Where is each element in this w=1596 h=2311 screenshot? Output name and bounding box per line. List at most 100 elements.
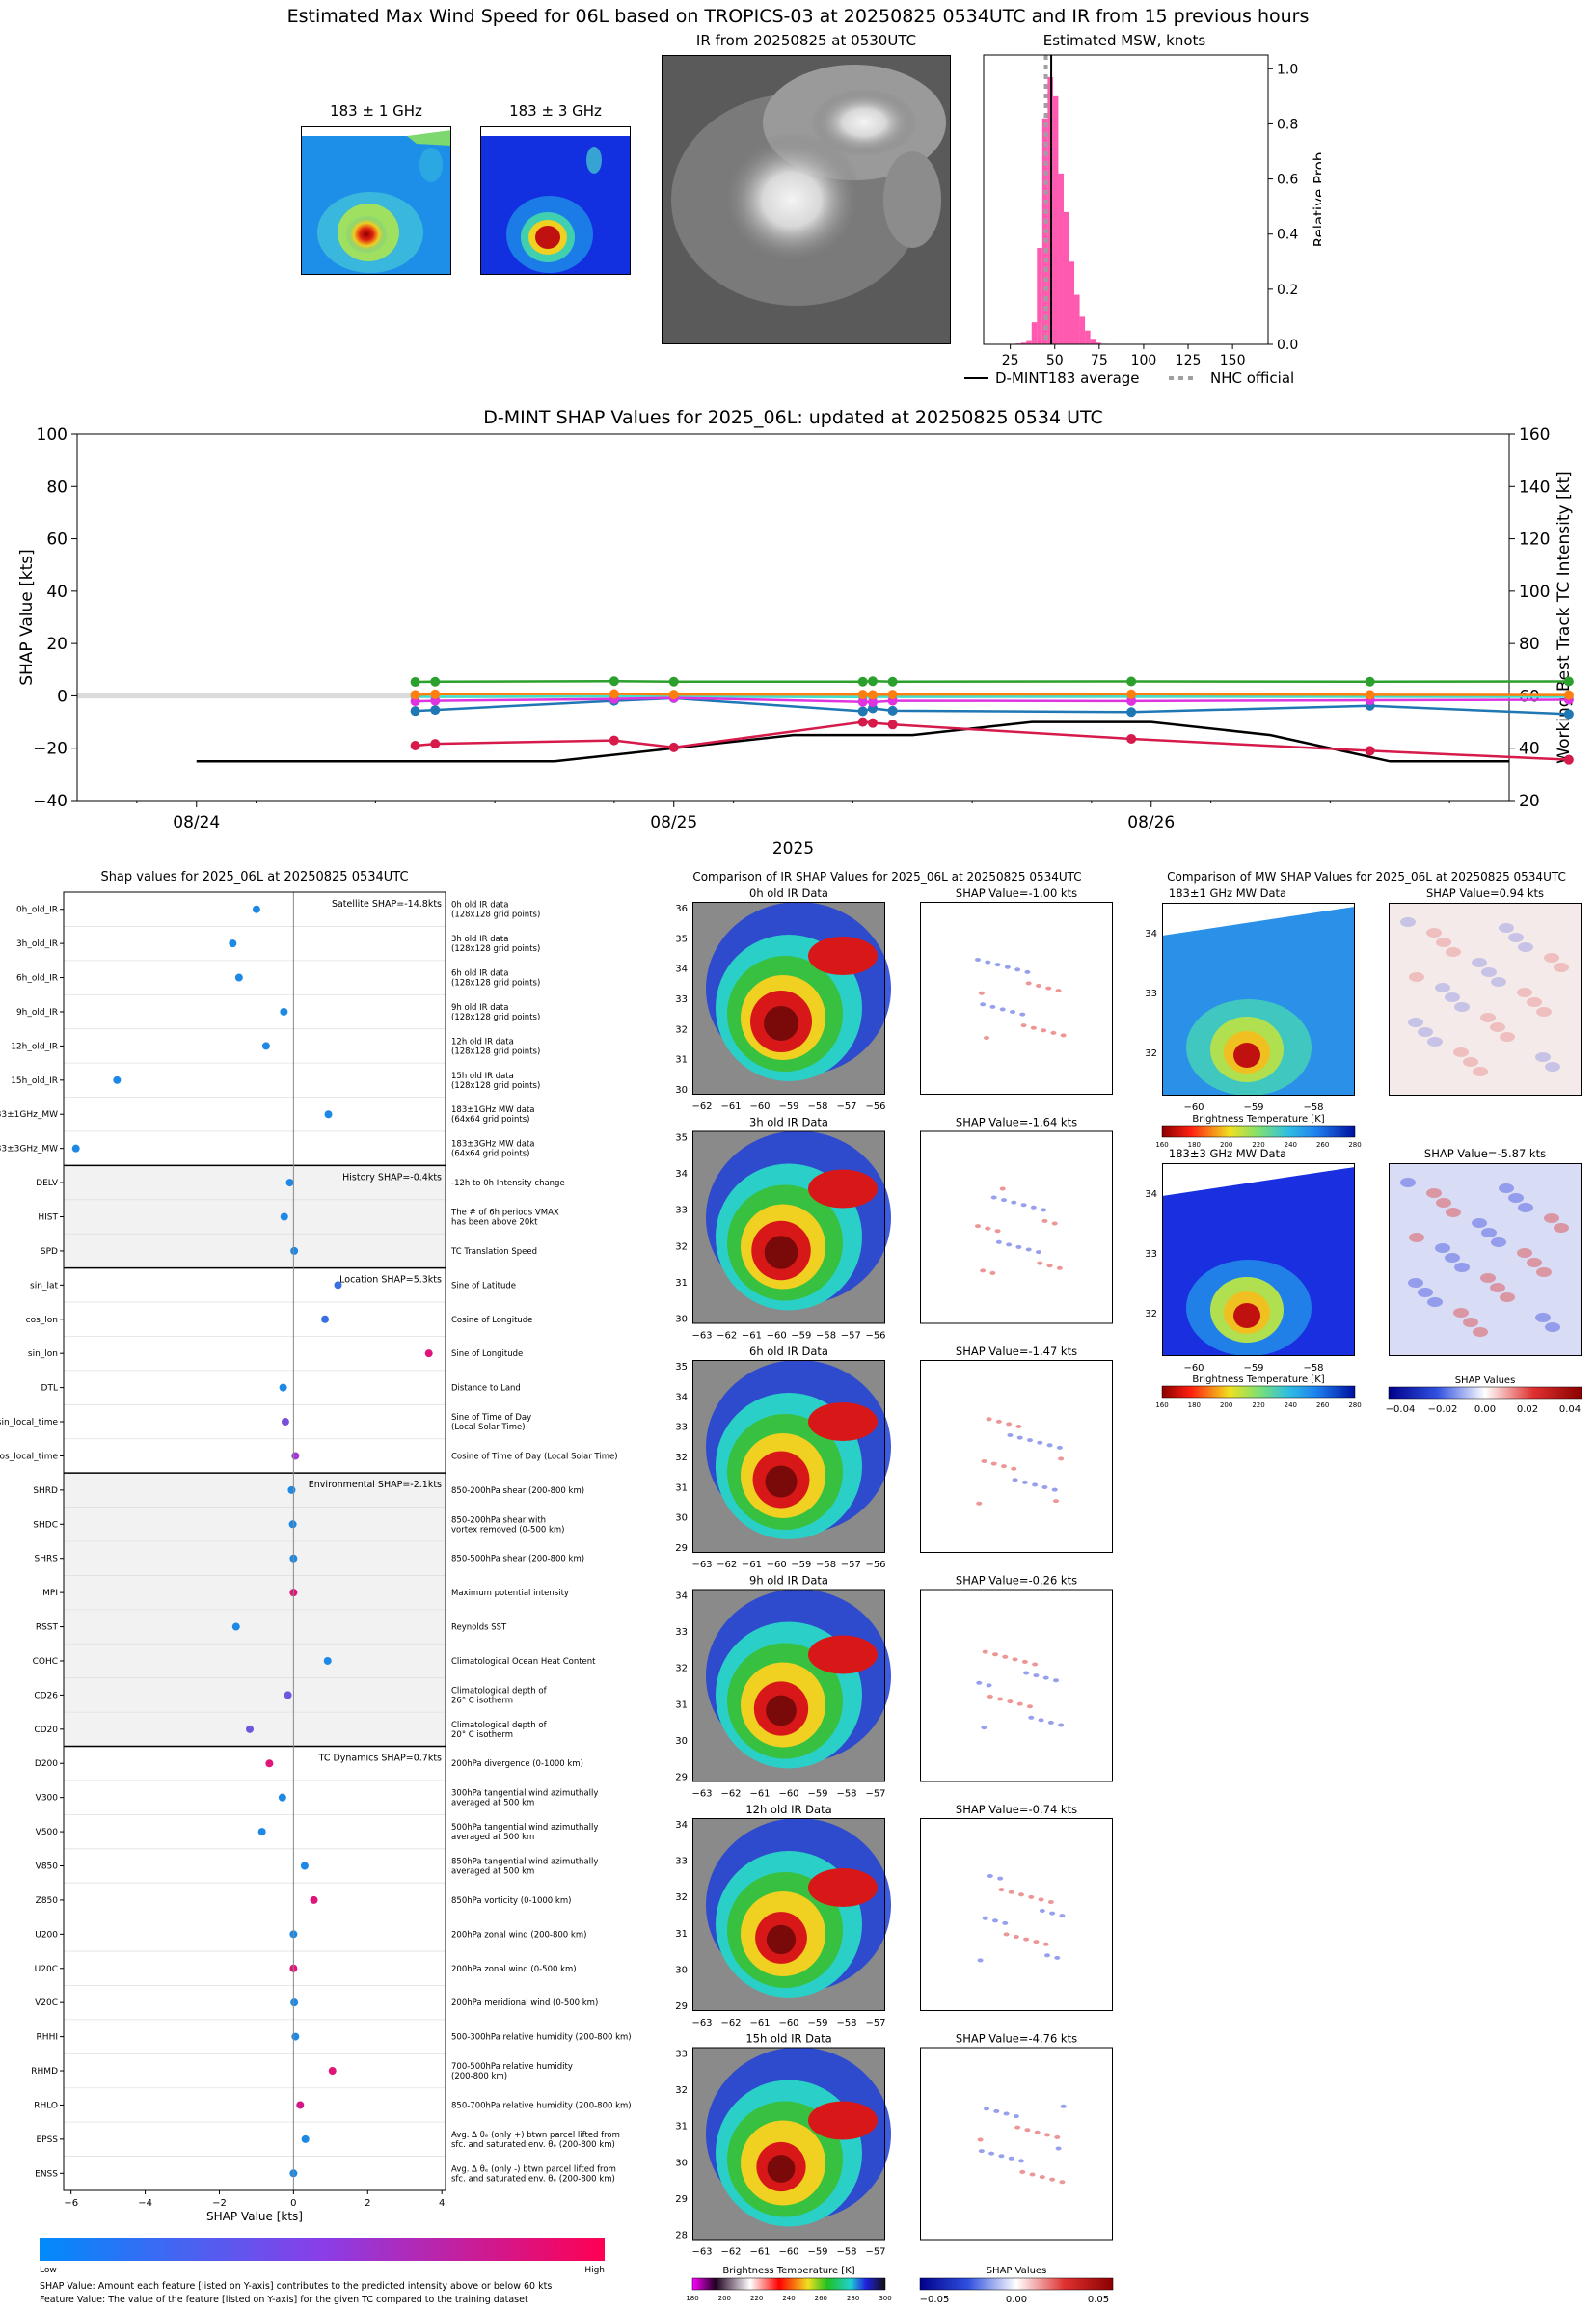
mw-shap-image — [1389, 903, 1582, 1096]
mw-comparison-panel: Comparison of MW SHAP Values for 2025_06… — [1145, 870, 1582, 1415]
hist-plot-area — [984, 55, 1268, 344]
mw-bt-colorbar-tick: 240 — [1285, 1401, 1297, 1409]
ir-xtick-label: −58 — [836, 2018, 856, 2028]
y2tick-label: 140 — [1519, 477, 1550, 497]
hist-bar — [1058, 173, 1064, 344]
feature-name: U200 — [35, 1930, 58, 1940]
hist-bar — [1037, 248, 1042, 344]
feature-name: 12h_old_IR — [11, 1042, 58, 1051]
ir-ytick-label: 34 — [675, 1591, 688, 1602]
ir-ytick-label: 30 — [675, 2158, 688, 2168]
mw-bt-colorbar-label: Brightness Temperature [K] — [1192, 1374, 1324, 1385]
colorbar-low-label: Low — [40, 2266, 57, 2275]
feature-description: TC Translation Speed — [450, 1247, 537, 1257]
mw-bt-colorbar-tick: 260 — [1316, 1141, 1329, 1149]
mw-xtick-label: −60 — [1183, 1102, 1204, 1113]
series-point-ir — [609, 735, 619, 746]
series-point-gfs-thermo — [430, 689, 441, 699]
ir-ytick-label: 34 — [675, 1820, 688, 1831]
series-line-ir — [415, 720, 1569, 761]
ir-comparison-panel: Comparison of IR SHAP Values for 2025_06… — [675, 870, 1114, 2305]
hist-xtick-label: 50 — [1046, 353, 1064, 368]
mw-bt-colorbar — [1161, 1385, 1356, 1399]
ir-image — [662, 55, 951, 344]
feature-name: SHRD — [33, 1486, 58, 1496]
feature-shap-point — [280, 1212, 288, 1221]
ir-shap-title: SHAP Value=-1.64 kts — [956, 1116, 1077, 1129]
ir-ytick-label: 33 — [675, 1206, 688, 1216]
series-point-ir — [430, 739, 441, 749]
ir-xtick-label: −63 — [691, 1789, 712, 1800]
feature-name: 6h_old_IR — [16, 974, 58, 984]
feature-description: 850-700hPa relative humidity (200-800 km… — [451, 2101, 632, 2110]
feature-shap-point — [323, 1656, 332, 1665]
series-point-ir — [868, 718, 878, 728]
ir-row-title: 9h old IR Data — [749, 1574, 828, 1588]
feature-description: 12h old IR data — [451, 1037, 514, 1047]
ir-ytick-label: 30 — [675, 1315, 688, 1325]
feature-description: sfc. and saturated env. θₑ (200-800 km) — [451, 2140, 615, 2150]
ir-xtick-label: −60 — [778, 1789, 798, 1800]
feature-name: ENSS — [35, 2169, 58, 2179]
feature-name: MPI — [42, 1589, 58, 1598]
series-point-position — [1563, 676, 1574, 687]
series-point-gfs-thermo — [410, 690, 420, 700]
feature-description: Sine of Time of Day — [451, 1413, 531, 1423]
feature-description: (128x128 grid points) — [451, 911, 540, 920]
ir-xtick-label: −56 — [865, 1560, 885, 1570]
mw-xtick-label: −59 — [1243, 1363, 1263, 1373]
group-shading — [64, 1165, 446, 1268]
mw-row-title: 183±1 GHz MW Data — [1169, 886, 1286, 900]
y2tick-label: 80 — [1519, 635, 1540, 654]
feature-name: V300 — [36, 1794, 59, 1804]
ir-bt-colorbar-tick: 180 — [686, 2295, 698, 2302]
ir-xtick-label: −56 — [865, 1331, 885, 1342]
timeseries-xlabel: 2025 — [772, 839, 814, 858]
ir-shap-image — [920, 902, 1113, 1095]
shap-timeseries-chart: D-MINT SHAP Values for 2025_06L: updated… — [17, 407, 1574, 858]
series-point-position — [410, 677, 420, 688]
timeseries-ylabel: SHAP Value [kts] — [17, 549, 37, 686]
feature-shap-point — [291, 2032, 300, 2041]
xtick-label: 08/24 — [173, 813, 220, 832]
feature-shap-point — [290, 1246, 299, 1255]
mw1-title: 183 ± 1 GHz — [330, 102, 422, 120]
ir-comparison-title: Comparison of IR SHAP Values for 2025_06… — [692, 870, 1081, 884]
ir-shap-image — [920, 1818, 1113, 2011]
ir-xtick-label: −57 — [841, 1560, 861, 1570]
series-point-environment — [868, 696, 878, 707]
ir-shap-colorbar-tick: 0.05 — [1088, 2295, 1109, 2305]
feature-shap-point — [290, 1998, 299, 2007]
y2tick-label: 120 — [1519, 530, 1550, 550]
ir-ytick-label: 30 — [675, 1965, 688, 1975]
feature-xtick-label: −6 — [64, 2198, 78, 2209]
feature-shap-point — [280, 1007, 288, 1016]
series-point-gfs-thermo — [1563, 690, 1574, 700]
ir-shap-image — [920, 2047, 1113, 2241]
mw-bt-colorbar-label: Brightness Temperature [K] — [1192, 1114, 1324, 1125]
feature-description: 850-200hPa shear (200-800 km) — [451, 1486, 584, 1496]
feature-description: 700-500hPa relative humidity — [451, 2062, 573, 2072]
feature-description: 6h old IR data — [451, 969, 508, 979]
series-point-ir — [1563, 754, 1574, 765]
feature-name: SHRS — [35, 1555, 59, 1564]
ir-row-title: 0h old IR Data — [749, 886, 828, 900]
feature-description: Climatological depth of — [451, 1721, 548, 1730]
hist-bar — [1069, 261, 1075, 344]
ir-row-image — [692, 1360, 891, 1553]
ir-ytick-label: 29 — [675, 1543, 688, 1554]
mw-bt-colorbar-tick: 220 — [1252, 1141, 1264, 1149]
msw-title: Estimated MSW, knots — [1042, 32, 1206, 49]
series-line-history — [415, 694, 1569, 699]
feature-name: cos_local_time — [0, 1452, 58, 1461]
feature-description: 200hPa meridional wind (0-500 km) — [451, 1998, 598, 2008]
feature-shap-point — [301, 2134, 310, 2143]
ir-xtick-label: −59 — [778, 1101, 798, 1112]
feature-description: 500-300hPa relative humidity (200-800 km… — [451, 2033, 632, 2043]
feature-name: HIST — [38, 1213, 58, 1223]
ir-ytick-label: 33 — [675, 2050, 688, 2060]
feature-name: RHMD — [31, 2067, 58, 2077]
feature-shap-point — [334, 1281, 342, 1290]
feature-name: U20C — [35, 1965, 58, 1974]
ir-shap-title: SHAP Value=-4.76 kts — [956, 2032, 1077, 2046]
